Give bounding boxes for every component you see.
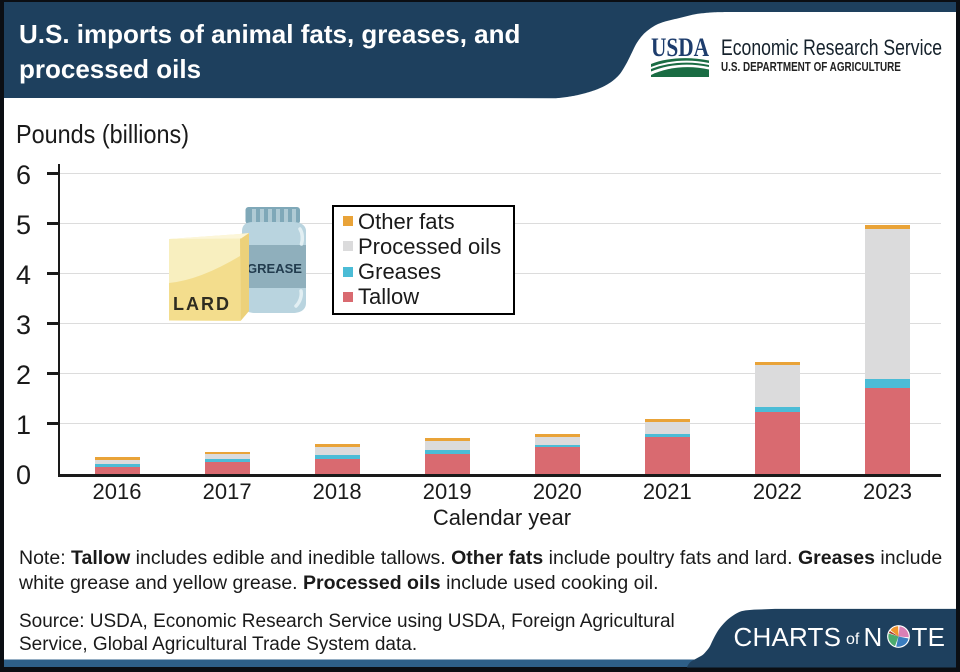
- svg-text:GREASE: GREASE: [247, 261, 302, 276]
- svg-text:LARD: LARD: [173, 294, 231, 314]
